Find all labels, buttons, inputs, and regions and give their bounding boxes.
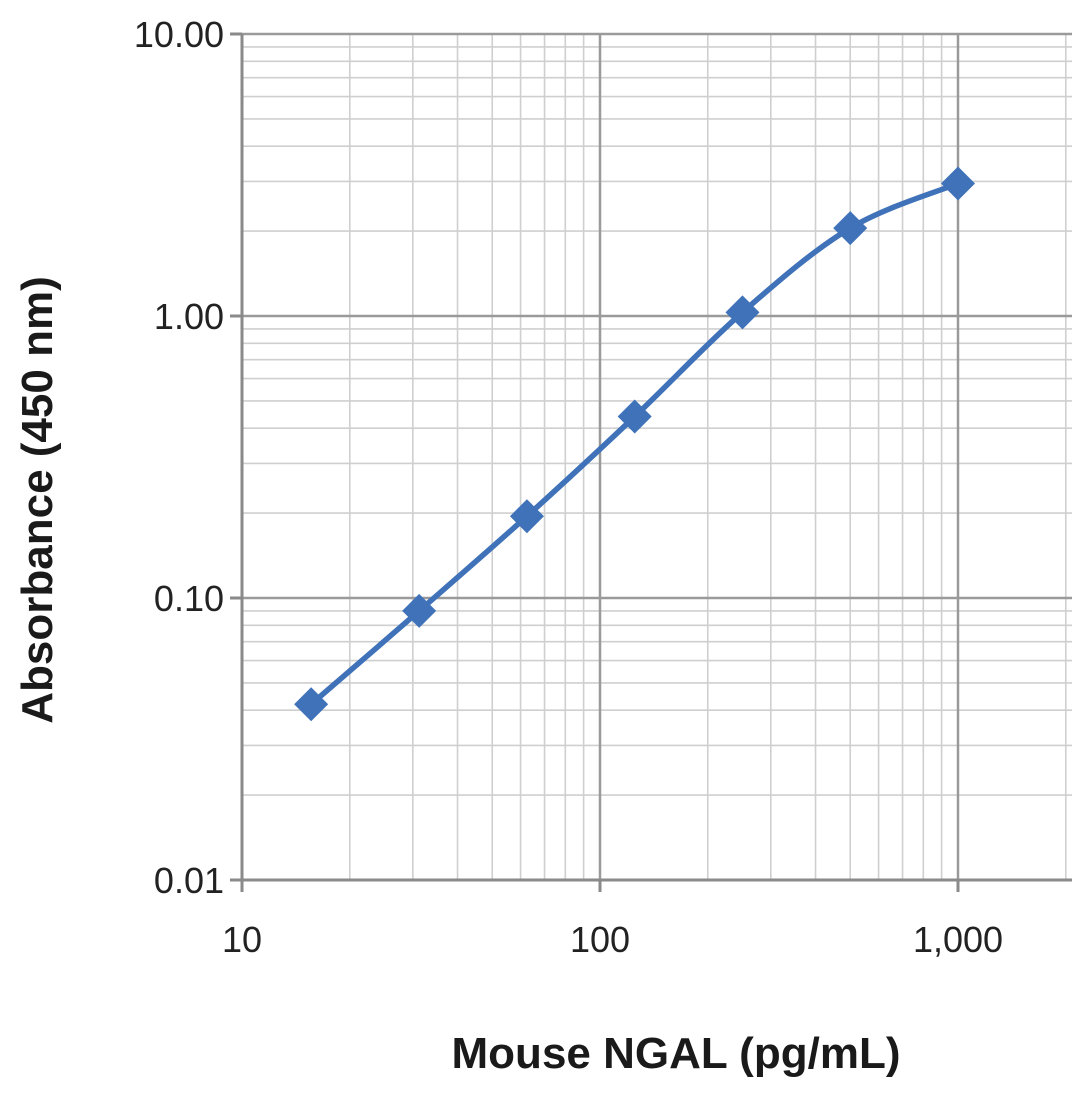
major-gridlines bbox=[240, 32, 1072, 882]
series-layer bbox=[294, 166, 975, 722]
minor-gridlines bbox=[242, 34, 1072, 880]
data-point-marker bbox=[725, 295, 760, 330]
series-line bbox=[308, 180, 961, 707]
x-tick-label: 1,000 bbox=[913, 919, 1003, 960]
x-tick-label: 100 bbox=[570, 919, 630, 960]
y-tick-label: 0.01 bbox=[154, 860, 224, 901]
y-tick-label: 1.00 bbox=[154, 296, 224, 337]
data-point-marker bbox=[941, 166, 975, 201]
data-point-marker bbox=[509, 499, 544, 534]
data-point-marker bbox=[617, 399, 652, 434]
axes bbox=[230, 32, 1072, 892]
data-point-marker bbox=[402, 593, 437, 628]
y-tick-label: 0.10 bbox=[154, 578, 224, 619]
x-tick-label: 10 bbox=[222, 919, 262, 960]
data-point-marker bbox=[294, 687, 329, 722]
x-axis-title: Mouse NGAL (pg/mL) bbox=[452, 1029, 901, 1078]
y-tick-label: 10.00 bbox=[134, 14, 224, 55]
y-axis-title: Absorbance (450 nm) bbox=[13, 276, 62, 723]
tick-labels: 10 100 1,000 0.01 0.10 1.00 10.00 bbox=[134, 14, 1003, 960]
data-point-marker bbox=[833, 211, 868, 246]
